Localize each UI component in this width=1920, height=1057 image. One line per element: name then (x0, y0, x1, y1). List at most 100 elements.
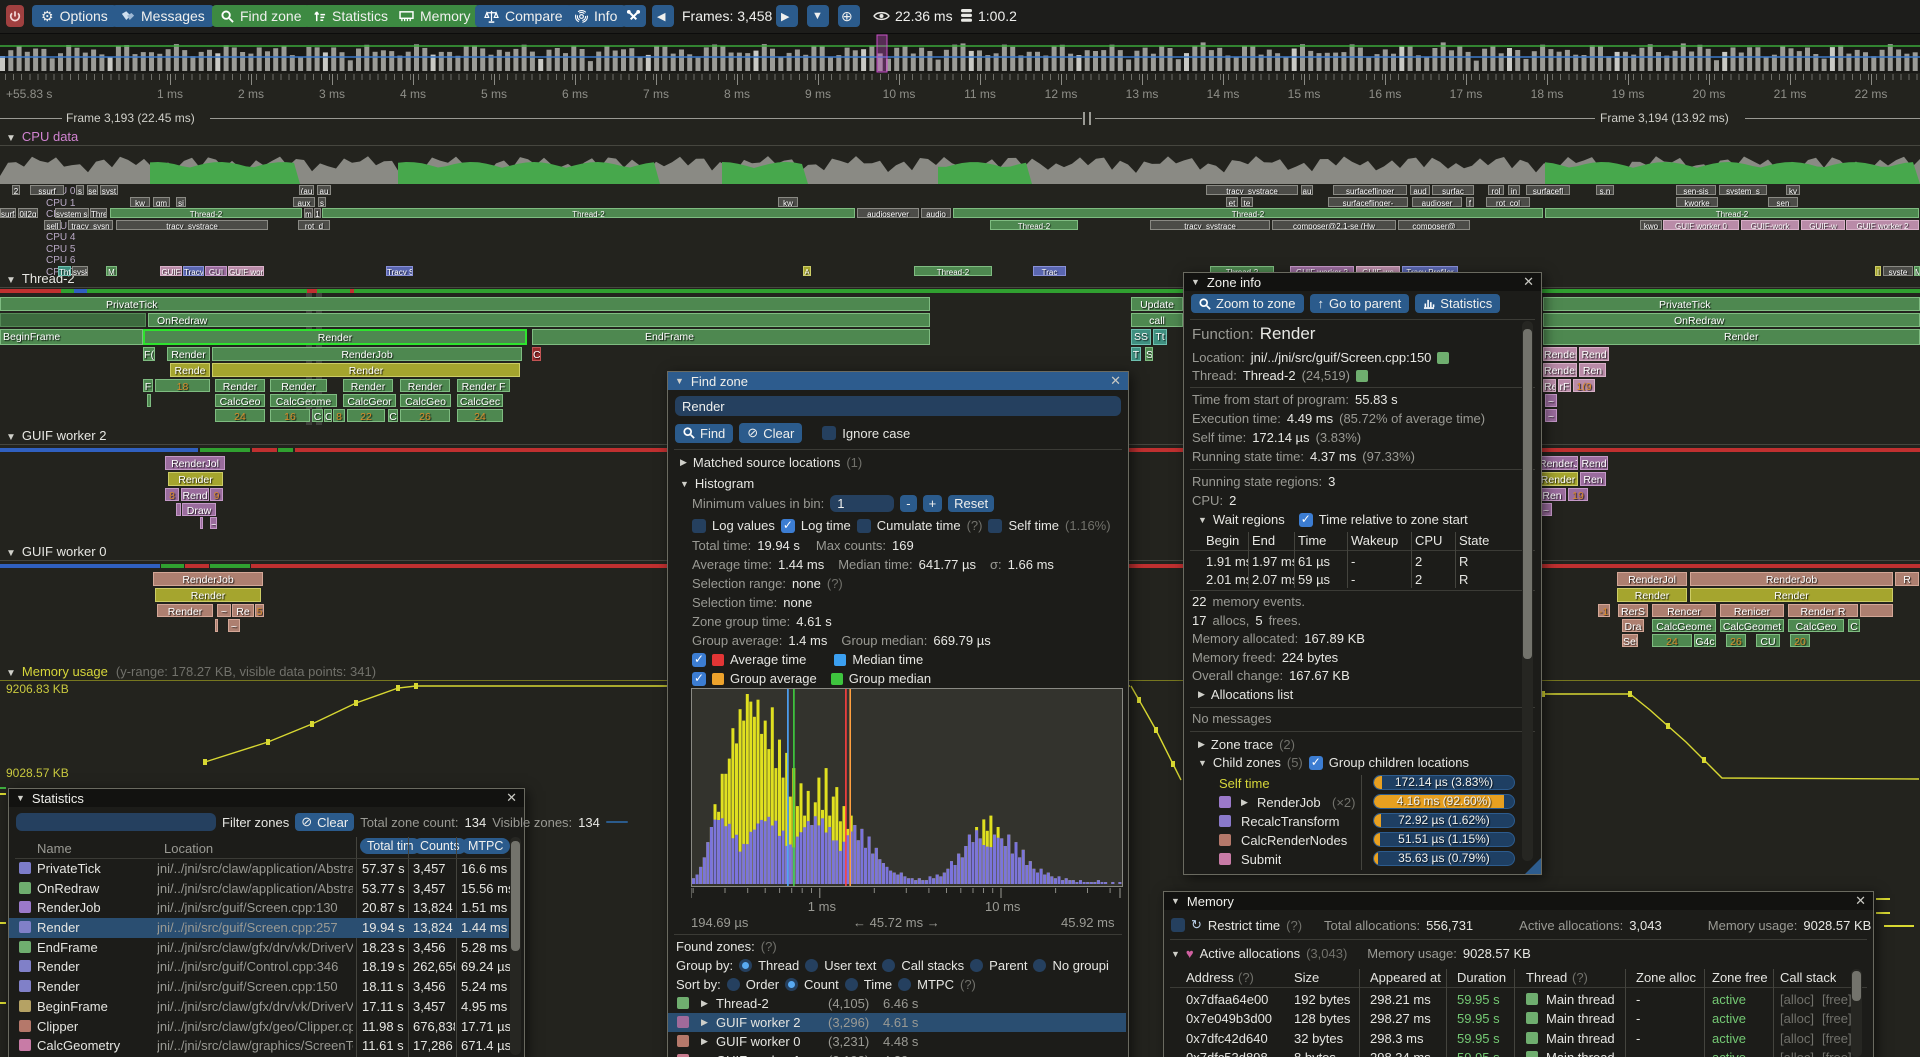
timeline-zone[interactable]: GUIF (160, 266, 182, 276)
timeline-zone[interactable]: EndFrame (532, 329, 930, 345)
timeline-zone[interactable]: 24 (215, 409, 265, 422)
timeline-zone[interactable]: aux (293, 197, 315, 207)
child-zone-time-bar[interactable]: 51.51 µs (1.15%) (1373, 832, 1515, 847)
timeline-zone[interactable]: 1 (314, 208, 321, 218)
wait-column-header[interactable]: End (1252, 533, 1276, 548)
timeline-zone[interactable]: system se (55, 208, 89, 218)
timeline-zone[interactable]: syst (100, 185, 118, 195)
wait-column-header[interactable]: State (1459, 533, 1490, 548)
radio-order[interactable] (726, 978, 740, 991)
timeline-zone[interactable]: Render (400, 379, 450, 392)
timeline-zone[interactable]: Render (1543, 363, 1577, 377)
alloc-column-header[interactable]: Address (1186, 970, 1234, 985)
timeline-zone[interactable]: 2 (12, 185, 20, 195)
timeline-zone[interactable]: GUIF-work (1741, 220, 1799, 230)
timeline-zone[interactable]: et (1226, 197, 1238, 207)
timeline-zone[interactable]: Render (1617, 588, 1687, 602)
expand-icon[interactable]: ▶ (1198, 689, 1205, 699)
alloc-address[interactable]: 0x7dfc53d898 (1186, 1050, 1286, 1057)
table-row[interactable]: Render jni/../jni/src/guif/Screen.cpp:25… (9, 918, 509, 938)
expand-icon[interactable]: ▶ (1198, 739, 1205, 749)
timeline-zone[interactable]: tracy_systrace (116, 220, 268, 230)
section-header[interactable]: ▼ GUIF worker 2 (6, 428, 107, 443)
timeline-zone[interactable]: 18 (155, 379, 210, 392)
timeline-zone[interactable]: sell (44, 220, 61, 230)
timeline-zone[interactable]: tracy_systrace (1150, 220, 1270, 230)
radio-user-text[interactable] (805, 959, 819, 972)
radio-no-groupi[interactable] (1033, 959, 1047, 972)
statistics-button[interactable]: Statistics (1415, 294, 1501, 313)
timeline-zone[interactable]: Render R (1788, 604, 1858, 617)
timeline-zone[interactable]: 24 (1652, 634, 1692, 647)
compare-button[interactable]: Compare (475, 5, 572, 27)
table-row[interactable]: Clipper jni/../jni/src/claw/gfx/geo/Clip… (9, 1017, 511, 1037)
timeline-zone[interactable]: OnRedraw (1543, 313, 1920, 327)
radio-mtpc[interactable] (898, 978, 912, 991)
timeline-zone[interactable]: rol (1488, 185, 1504, 195)
table-row[interactable]: 0x7e049b3d00 128 bytes 298.27 ms 59.95 s… (1164, 1009, 1854, 1028)
timeline-zone[interactable]: Trac (1033, 266, 1066, 276)
alloc-address[interactable]: 0x7dfaa64e00 (1186, 992, 1269, 1007)
collapse-icon[interactable]: ▼ (680, 478, 689, 489)
search-input[interactable]: Render (675, 396, 1121, 416)
timeline-zone[interactable]: surfaceflinger- (1328, 197, 1408, 207)
timeline-zone[interactable]: CalcGeo (1788, 619, 1844, 632)
timeline-zone[interactable]: 19 (1568, 488, 1588, 501)
timeline-zone[interactable]: Thread-2 (110, 208, 302, 218)
collapse-icon[interactable]: ▼ (1171, 948, 1180, 959)
timeline-zone[interactable]: G4c (1694, 634, 1716, 647)
timeline-zone[interactable]: Draw (182, 503, 216, 516)
timeline-zone[interactable]: in (1508, 185, 1520, 195)
group-row[interactable]: ▶ GUIF worker 1 (3,192) 4.39 s (668, 1051, 1126, 1057)
timeline-zone[interactable]: BeginFrame (0, 329, 143, 345)
timeline-zone[interactable] (0, 313, 146, 327)
timeline-zone[interactable]: Renicer (1720, 604, 1784, 617)
group-row[interactable]: ▶ Thread-2 (4,105) 6.46 s (668, 994, 1126, 1013)
prev-frame-button[interactable]: ◀ (652, 5, 674, 27)
timeline-zone[interactable]: ~ (1545, 409, 1557, 422)
timeline-zone[interactable]: S (1145, 347, 1153, 361)
help-icon[interactable]: (?) (760, 939, 777, 954)
group-children-checkbox[interactable] (1308, 755, 1323, 770)
alloc-column-header[interactable]: Size (1294, 970, 1320, 985)
radio-count[interactable] (785, 978, 799, 991)
wait-column-header[interactable]: Begin (1206, 533, 1240, 548)
timeline-zone[interactable]: Thread-2 (990, 220, 1078, 230)
group-row[interactable]: ▶ GUIF worker 2 (3,296) 4.61 s (668, 1013, 1126, 1032)
child-zone-row[interactable]: CalcRenderNodes 51.51 µs (1.15%) (1184, 831, 1534, 850)
collapse-icon[interactable]: ▼ (1198, 757, 1207, 768)
timeline-zone[interactable]: CalcGeome (1652, 619, 1716, 632)
timeline-zone[interactable]: Ren (1579, 363, 1606, 377)
table-row[interactable]: 0x7dfaa64e00 192 bytes 298.21 ms 59.95 s… (1164, 990, 1854, 1009)
timeline-zone[interactable]: PrivateTick (1543, 297, 1920, 311)
timeline-zone[interactable]: kv (1786, 185, 1800, 195)
timeline-zone[interactable]: R (1895, 572, 1919, 586)
timeline-zone[interactable]: F( (143, 347, 155, 361)
table-row[interactable]: 0x7dfc53d898 8 bytes 298.34 ms 59.95 s M… (1164, 1048, 1854, 1057)
expand-icon[interactable]: ▶ (701, 998, 708, 1008)
timeline-zone[interactable]: Update (1131, 297, 1183, 311)
timeline-zone[interactable]: surfaceflinger (1333, 185, 1407, 195)
timeline-zone[interactable]: ~ (210, 517, 217, 529)
timeline-zone[interactable]: l (1875, 266, 1881, 276)
timeline-zone[interactable]: RenderJol (165, 456, 225, 470)
alloc-address[interactable]: 0x7e049b3d00 (1186, 1011, 1273, 1027)
timeline-zone[interactable]: CalcGeo (215, 394, 265, 407)
timeline-zone[interactable]: rot_col (1486, 197, 1530, 207)
time-ruler[interactable]: +55.83 s 1 ms 2 ms 3 ms 4 ms 5 ms 6 ms 7 ms 8 ms… (0, 74, 1920, 108)
zoom-to-zone-button[interactable]: Zoom to zone (1191, 294, 1304, 313)
timeline-zone[interactable]: rot_d (298, 220, 330, 230)
timeline-zone[interactable]: m (304, 208, 313, 218)
timeline-zone[interactable]: si (176, 197, 186, 207)
timeline-zone[interactable]: Thread-2 (1545, 208, 1919, 218)
timeline-zone[interactable]: audio (921, 208, 951, 218)
zone-info-titlebar[interactable]: ▼ Zone info ✕ (1184, 273, 1541, 291)
timeline-zone[interactable] (200, 517, 203, 529)
timeline-zone[interactable] (215, 619, 218, 632)
find-button[interactable]: Find (675, 423, 734, 443)
find-zone-titlebar[interactable]: ▼ Find zone ✕ (668, 372, 1128, 390)
timeline-zone[interactable]: Render (1543, 329, 1920, 345)
close-icon[interactable]: ✕ (1110, 373, 1121, 388)
timeline-zone[interactable]: A (803, 266, 811, 276)
table-row[interactable]: Render jni/../jni/src/guif/Screen.cpp:15… (9, 977, 509, 997)
